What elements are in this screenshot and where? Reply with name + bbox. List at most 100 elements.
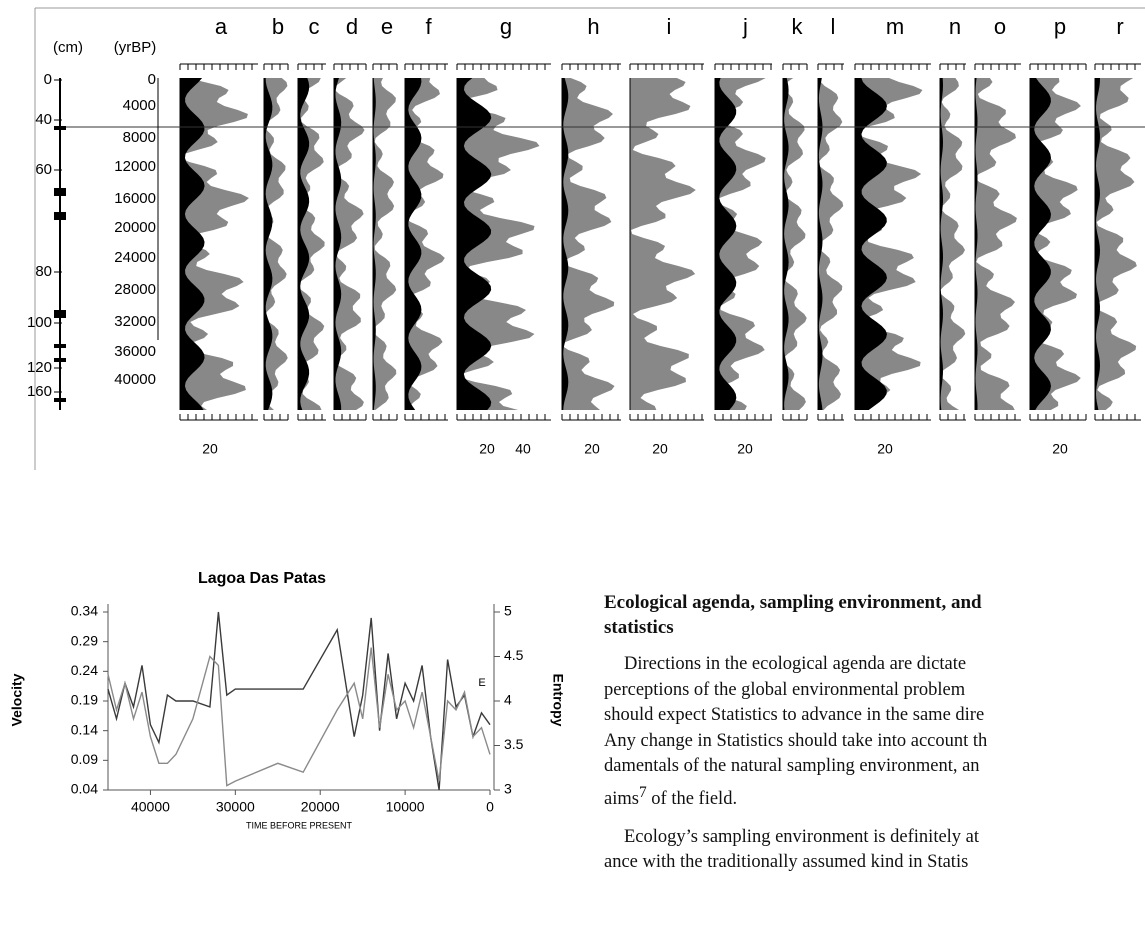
x-tick-label: 0 (486, 799, 494, 815)
bottom-scale-label: 20 (737, 441, 753, 457)
age-label: 12000 (114, 158, 156, 175)
x-tick-label: 30000 (216, 799, 255, 815)
depth-label: 80 (35, 263, 52, 280)
profile-area (975, 78, 1017, 410)
column-letter: r (1116, 14, 1123, 39)
column-letter: d (346, 14, 358, 39)
profile-area (818, 78, 844, 410)
column-letter: j (742, 14, 748, 39)
profile-core (264, 78, 273, 410)
y-tick-label: 0.24 (71, 662, 98, 678)
profile-core (562, 78, 569, 410)
depth-marker (54, 192, 66, 196)
x-tick-label: 10000 (386, 799, 425, 815)
depth-marker (54, 188, 66, 192)
bottom-scale-label: 20 (652, 441, 668, 457)
age-label: 16000 (114, 190, 156, 207)
x-tick-label: 40000 (131, 799, 170, 815)
bottom-scale-label: 20 (1052, 441, 1068, 457)
profile-core (940, 78, 943, 410)
profile-core (405, 78, 422, 410)
depth-marker (54, 358, 66, 362)
y-axis-label: Velocity (9, 673, 25, 726)
y2-tick-label: 4 (504, 692, 512, 708)
profile-core (373, 78, 376, 410)
profile-area (405, 78, 445, 410)
profile-core (180, 78, 205, 410)
column-letter: n (949, 14, 961, 39)
depth-label: 160 (27, 383, 52, 400)
age-label: 24000 (114, 249, 156, 266)
text-line: Ecology’s sampling environment is defini… (624, 826, 980, 847)
age-label: 40000 (114, 371, 156, 388)
section-heading: Ecological agenda, sampling environment,… (604, 592, 982, 613)
profile-core (457, 78, 492, 410)
line-series (107, 647, 491, 787)
profile-area (855, 78, 923, 410)
column-letter: a (215, 14, 228, 39)
y2-tick-label: 4.5 (504, 647, 524, 663)
depth-label: 60 (35, 161, 52, 178)
depth-header: (cm) (53, 39, 83, 56)
profile-area (783, 78, 807, 410)
depth-marker (54, 212, 66, 216)
column-letter: p (1054, 14, 1066, 39)
y2-tick-label: 3 (504, 781, 512, 797)
depth-marker (54, 398, 66, 402)
y2-tick-label: 3.5 (504, 736, 524, 752)
y2-tick-label: 5 (504, 603, 512, 619)
bottom-scale-label: 20 (202, 441, 218, 457)
profile-area (940, 78, 966, 410)
text-line: damentals of the natural sampling enviro… (604, 756, 980, 777)
y-tick-label: 0.29 (71, 632, 98, 648)
depth-marker (54, 314, 66, 318)
column-letter: o (994, 14, 1006, 39)
column-letter: l (831, 14, 836, 39)
text-column: Ecological agenda, sampling environment,… (604, 590, 1145, 890)
column-letter: k (792, 14, 804, 39)
profile-core (818, 78, 823, 410)
profile-core (715, 78, 737, 410)
text-line: Directions in the ecological agenda are … (624, 654, 967, 674)
profile-core (1030, 78, 1051, 410)
y-tick-label: 0.34 (71, 603, 98, 619)
profile-core (855, 78, 887, 410)
bottom-scale-label: 20 (584, 441, 600, 457)
depth-marker (54, 344, 66, 348)
depth-marker (54, 126, 66, 130)
y2-axis-label: Entropy (550, 674, 566, 727)
column-letter: m (886, 14, 904, 39)
depth-marker (54, 216, 66, 220)
column-letter: c (309, 14, 320, 39)
text-line: should expect Statistics to advance in t… (604, 705, 985, 726)
line-series (107, 611, 491, 791)
annotation: E (478, 677, 485, 689)
text-line: ance with the traditionally assumed kind… (604, 852, 969, 873)
bottom-scale-label: 20 (877, 441, 893, 457)
line-text: aims (604, 789, 639, 810)
y-tick-label: 0.19 (71, 692, 98, 708)
x-axis-label: TIME BEFORE PRESENT (246, 820, 353, 830)
age-label: 20000 (114, 219, 156, 236)
depth-label: 100 (27, 314, 52, 331)
profile-area (264, 78, 288, 410)
bottom-scale-label: 20 (479, 441, 495, 457)
section-heading: statistics (604, 617, 674, 638)
profile-core (975, 78, 978, 410)
column-letter: h (587, 14, 599, 39)
footnote-ref: 7 (638, 783, 647, 801)
y-tick-label: 0.14 (71, 721, 98, 737)
depth-label: 40 (35, 111, 52, 128)
profile-core (783, 78, 789, 410)
text-line: Any change in Statistics should take int… (604, 730, 988, 751)
age-label: 0 (148, 71, 156, 88)
line-text: of the field. (646, 789, 738, 810)
profile-core (1095, 78, 1100, 410)
profile-area (1095, 78, 1137, 410)
text-line: aims7 of the field. (604, 780, 1145, 813)
age-header: (yrBP) (114, 39, 157, 56)
profile-area (1030, 78, 1081, 410)
profile-area (373, 78, 397, 410)
